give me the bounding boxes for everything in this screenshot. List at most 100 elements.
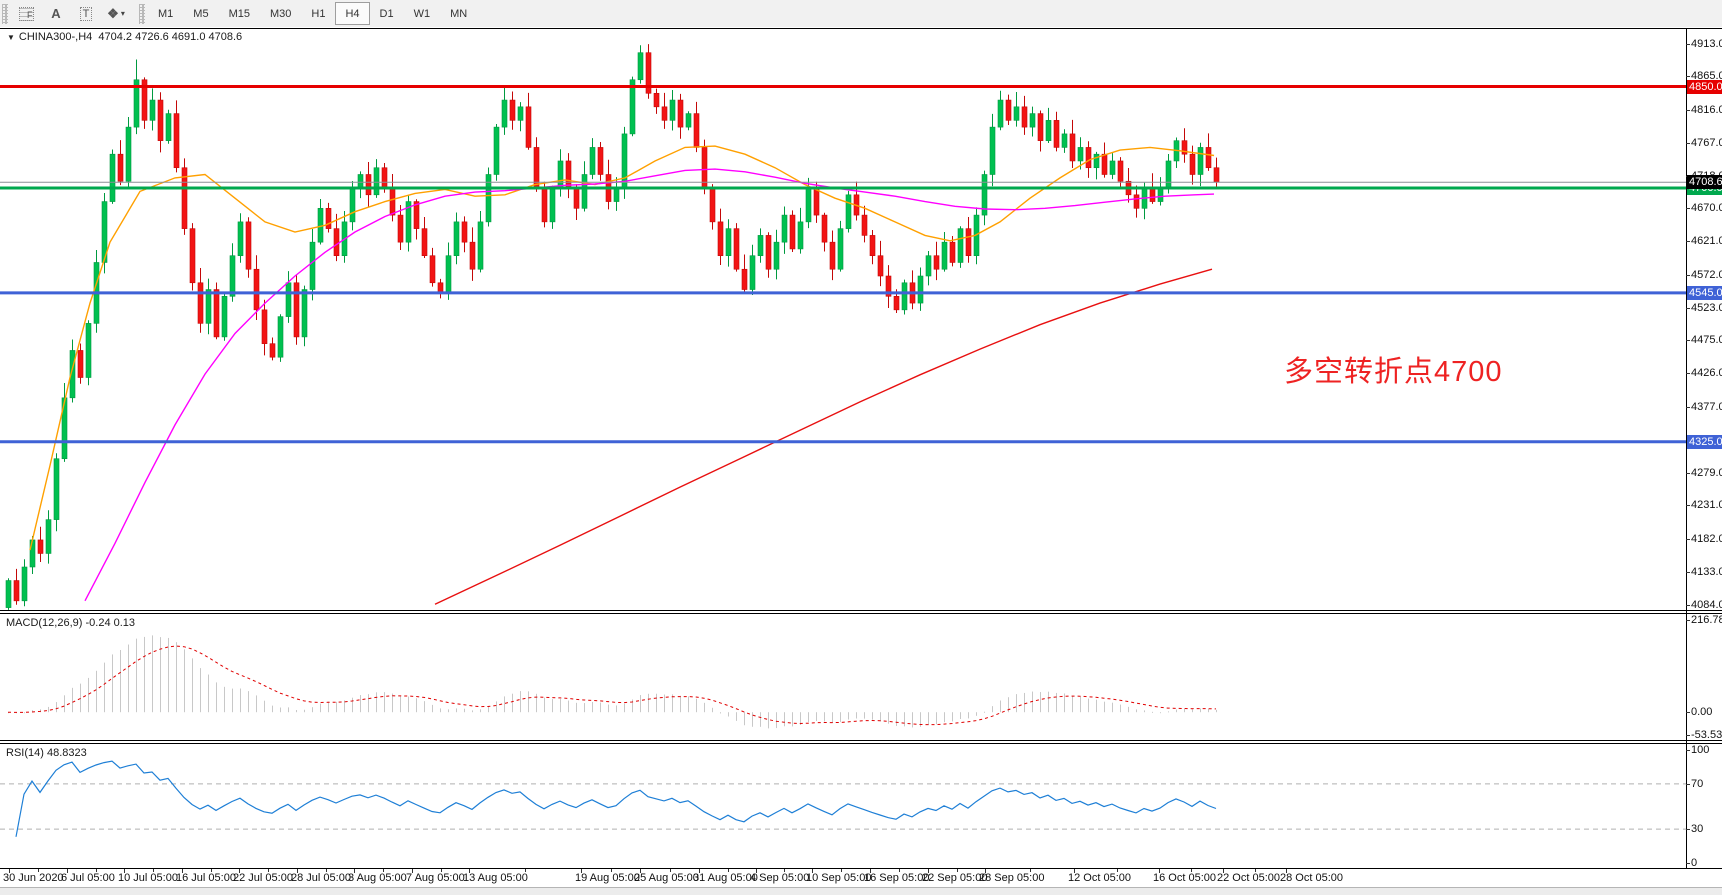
macd-separator-bottom — [0, 613, 1722, 614]
date-minor-tick-2 — [153, 869, 154, 872]
rsi-tick-100: 100 — [1685, 744, 1710, 756]
price-tick-4182.0: 4182.0 — [1686, 533, 1722, 545]
date-minor-tick-5 — [326, 869, 327, 872]
date-minor-tick-10 — [670, 869, 671, 872]
date-minor-tick-7 — [441, 869, 442, 872]
macd-main-value: -0.24 — [85, 617, 111, 629]
price-tick-4767.0: 4767.0 — [1686, 137, 1722, 149]
fibonacci-tool-button[interactable]: F — [12, 2, 40, 25]
date-tick-11 — [699, 869, 700, 873]
date-label-10: 25 Aug 05:00 — [634, 872, 699, 884]
text-label-tool-button[interactable]: T — [72, 2, 100, 25]
date-minor-tick-1 — [96, 869, 97, 872]
toolbar: F A T ❖ ▾ M1 M5 M15 M30 H1 H4 D1 W1 MN — [0, 0, 1722, 27]
date-tick-3 — [182, 869, 183, 873]
date-tick-1 — [67, 869, 68, 873]
price-tick-4621.0: 4621.0 — [1686, 235, 1722, 247]
chart-symbol-period: CHINA300-,H4 — [18, 31, 93, 43]
price-tick-4377.0: 4377.0 — [1686, 401, 1722, 413]
date-axis-border — [0, 868, 1722, 869]
timeframe-button-h4[interactable]: H4 — [335, 2, 370, 25]
date-label-2: 10 Jul 05:00 — [118, 872, 178, 884]
macd-tick-216.78: 216.78 — [1686, 614, 1722, 626]
chevron-down-icon[interactable]: ▾ — [120, 9, 125, 18]
date-tick-20 — [1286, 869, 1287, 873]
macd-signal-line — [7, 645, 1217, 726]
date-label-11: 31 Aug 05:00 — [693, 872, 758, 884]
timeframe-button-m5[interactable]: M5 — [193, 7, 209, 20]
toolbar-drag-handle[interactable] — [2, 3, 8, 24]
date-minor-tick-17 — [1117, 869, 1118, 872]
chart-title: ▼ CHINA300-,H4 4704.2 4726.6 4691.0 4708.… — [7, 31, 242, 43]
arrows-tool-button[interactable]: ❖ ▾ — [102, 2, 130, 25]
date-tick-6 — [354, 869, 355, 873]
price-tick-4426.0: 4426.0 — [1686, 367, 1722, 379]
date-tick-10 — [640, 869, 641, 873]
date-label-19: 22 Oct 05:00 — [1217, 872, 1280, 884]
rsi-panel-canvas[interactable] — [0, 744, 1686, 868]
date-label-8: 13 Aug 05:00 — [463, 872, 528, 884]
date-tick-7 — [412, 869, 413, 873]
chart-text-annotation[interactable]: 多空转折点4700 — [1284, 356, 1503, 388]
rsi-separator-top[interactable] — [0, 740, 1722, 741]
macd-signal-value: 0.13 — [113, 617, 136, 629]
date-label-14: 16 Sep 05:00 — [864, 872, 930, 884]
date-label-16: 28 Sep 05:00 — [979, 872, 1045, 884]
date-tick-15 — [928, 869, 929, 873]
macd-tick-0.00: 0.00 — [1685, 706, 1713, 719]
date-minor-tick-12 — [784, 869, 785, 872]
date-minor-tick-19 — [1255, 869, 1256, 872]
date-tick-19 — [1223, 869, 1224, 873]
macd-name: MACD(12,26,9) — [6, 617, 83, 629]
macd-separator-top[interactable] — [0, 610, 1722, 611]
date-label-15: 22 Sep 05:00 — [922, 872, 988, 884]
text-icon: A — [51, 6, 61, 21]
date-label-12: 4 Sep 05:00 — [750, 872, 810, 884]
timeframe-button-w1[interactable]: W1 — [413, 7, 431, 20]
text-tool-button[interactable]: A — [42, 2, 70, 25]
text-label-icon: T — [79, 6, 93, 21]
price-chart-canvas[interactable] — [0, 29, 1686, 610]
timeframe-button-h1[interactable]: H1 — [311, 7, 326, 20]
date-minor-tick-3 — [211, 869, 212, 872]
price-tick-4133.0: 4133.0 — [1686, 566, 1722, 578]
price-tick-4279.0: 4279.0 — [1686, 467, 1722, 479]
date-label-1: 6 Jul 05:00 — [61, 872, 115, 884]
date-label-0: 30 Jun 2020 — [3, 872, 64, 884]
date-tick-17 — [1074, 869, 1075, 873]
timeframe-button-mn[interactable]: MN — [450, 7, 468, 20]
timeframe-button-m15[interactable]: M15 — [228, 7, 250, 20]
date-minor-tick-0 — [38, 869, 39, 872]
timeframe-drag-handle[interactable] — [139, 3, 145, 24]
price-tick-4913.0: 4913.0 — [1686, 38, 1722, 50]
timeframe-button-m30[interactable]: M30 — [269, 7, 292, 20]
date-label-13: 10 Sep 05:00 — [806, 872, 872, 884]
date-label-7: 7 Aug 05:00 — [406, 872, 465, 884]
fibonacci-icon: F — [18, 6, 34, 21]
date-label-20: 28 Oct 05:00 — [1280, 872, 1343, 884]
price-tick-4670.0: 4670.0 — [1686, 202, 1722, 214]
date-label-6: 3 Aug 05:00 — [348, 872, 407, 884]
date-tick-0 — [9, 869, 10, 873]
chart-dropdown-icon[interactable]: ▼ — [7, 33, 15, 42]
timeframe-button-d1[interactable]: D1 — [379, 7, 394, 20]
rsi-value: 48.8323 — [46, 747, 87, 759]
date-minor-tick-4 — [268, 869, 269, 872]
price-tick-4475.0: 4475.0 — [1686, 334, 1722, 346]
date-minor-tick-15 — [957, 869, 958, 872]
date-minor-tick-8 — [525, 869, 526, 872]
macd-panel-canvas[interactable] — [0, 614, 1686, 740]
arrows-icon: ❖ — [107, 5, 119, 21]
date-minor-tick-18 — [1191, 869, 1192, 872]
price-badge-4850.0: 4850.0 — [1687, 79, 1722, 94]
date-tick-8 — [469, 869, 470, 873]
date-minor-tick-11 — [728, 869, 729, 872]
rsi-separator-bottom — [0, 743, 1722, 744]
date-minor-tick-13 — [841, 869, 842, 872]
timeframe-button-m1[interactable]: M1 — [158, 7, 174, 20]
rsi-line — [15, 760, 1217, 837]
ma-fast-line — [29, 145, 1215, 551]
current-price-badge: 4708.6 — [1687, 175, 1722, 190]
price-tick-4865.0: 4865.0 — [1686, 70, 1722, 82]
rsi-tick-30: 30 — [1685, 823, 1704, 836]
